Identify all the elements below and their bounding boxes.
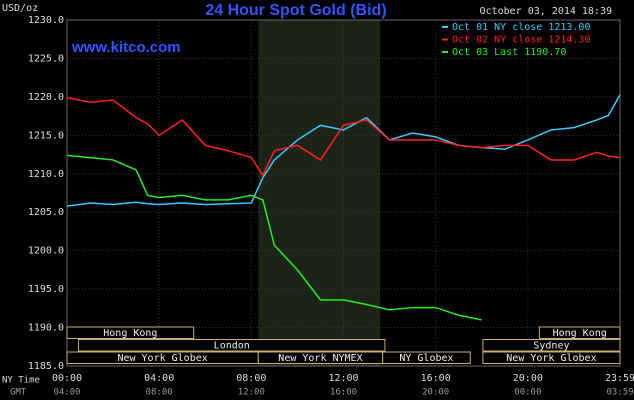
y-tick-label: 1225.0 <box>28 53 64 64</box>
session-bar <box>482 351 621 364</box>
session-bar <box>66 326 195 339</box>
session-label: London <box>214 341 250 352</box>
x-tick-label: 16:00 <box>421 373 451 384</box>
x-tick-label: 23:59 <box>605 373 634 384</box>
session-label: New York Globex <box>117 353 207 364</box>
x-row-label: GMT <box>10 388 27 398</box>
gmt-tick-label: 12:00 <box>238 388 265 398</box>
x-tick-label: 20:00 <box>513 373 543 384</box>
x-tick-label: 12:00 <box>328 373 358 384</box>
gmt-tick-label: 16:00 <box>330 388 357 398</box>
gmt-tick-label: 08:00 <box>146 388 173 398</box>
session-bar <box>382 351 471 364</box>
y-tick-label: 1215.0 <box>28 130 64 141</box>
session-label: Hong Kong <box>553 328 607 339</box>
price-line <box>66 96 621 177</box>
x-tick-label: 08:00 <box>236 373 266 384</box>
y-axis-label: USD/oz <box>2 3 38 14</box>
x-tick-label: 00:00 <box>52 373 82 384</box>
session-bar <box>78 339 386 352</box>
timestamp: October 03, 2014 18:39 <box>480 6 612 17</box>
session-label: New York Globex <box>506 353 596 364</box>
y-tick-label: 1185.0 <box>28 361 64 372</box>
y-tick-label: 1205.0 <box>28 207 64 218</box>
highlight-band <box>258 20 381 366</box>
x-tick-label: 04:00 <box>144 373 174 384</box>
x-row-label: NY Time <box>2 376 40 386</box>
y-tick-label: 1195.0 <box>28 284 64 295</box>
subtitle: www.kitco.com <box>71 39 181 56</box>
plot-frame <box>66 19 621 367</box>
session-bar <box>538 326 621 339</box>
y-tick-label: 1200.0 <box>28 246 64 257</box>
y-tick-label: 1220.0 <box>28 92 64 103</box>
y-tick-label: 1230.0 <box>28 15 64 26</box>
session-label: NY Globex <box>399 353 453 364</box>
gmt-tick-label: 00:00 <box>514 388 541 398</box>
price-line <box>66 94 621 207</box>
price-line <box>66 154 482 321</box>
y-tick-label: 1210.0 <box>28 169 64 180</box>
legend-entry: Oct 01 NY close 1213.00 <box>452 22 590 33</box>
gmt-tick-label: 04:00 <box>53 388 80 398</box>
y-tick-label: 1190.0 <box>28 323 64 334</box>
session-label: Hong Kong <box>103 328 157 339</box>
session-label: New York NYMEX <box>278 353 362 364</box>
legend-entry: Oct 02 NY close 1214.30 <box>452 35 590 46</box>
legend-entry: Oct 03 Last 1190.70 <box>452 47 566 58</box>
gmt-tick-label: 20:00 <box>422 388 449 398</box>
session-label: Sydney <box>533 341 569 352</box>
gmt-tick-label: 03:59 <box>606 388 633 398</box>
chart-title: 24 Hour Spot Gold (Bid) <box>205 2 386 19</box>
session-bar <box>482 339 621 352</box>
